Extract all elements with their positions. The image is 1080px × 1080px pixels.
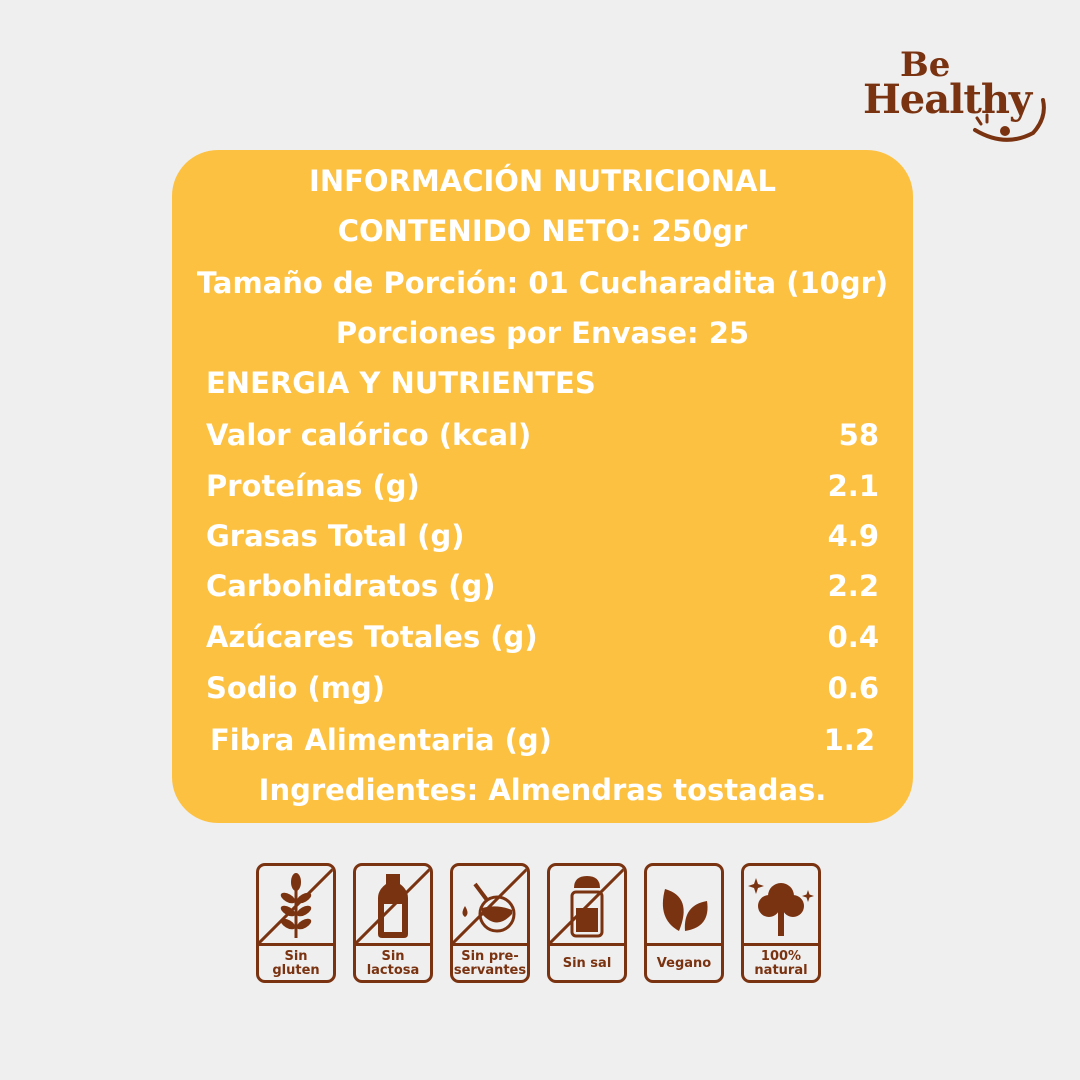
badge-caption: Sin lactosa xyxy=(366,948,420,978)
badge-sin-lactosa: Sin lactosa xyxy=(353,863,433,983)
badge-divider xyxy=(453,943,527,946)
nutrition-facts-card: INFORMACIÓN NUTRICIONAL CONTENIDO NETO: … xyxy=(172,150,913,823)
leaves-icon xyxy=(662,889,708,931)
servings-per-container: Porciones por Envase: 25 xyxy=(335,316,750,350)
chemical-flask-icon xyxy=(453,867,527,943)
badge-sin-preservantes: Sin pre-servantes xyxy=(450,863,530,983)
nutrient-value: 1.2 xyxy=(823,723,875,757)
nutrient-label: Azúcares Totales (g) xyxy=(206,620,538,654)
badge-100-natural: 100% natural xyxy=(741,863,821,983)
badge-caption: Sin sal xyxy=(562,955,612,971)
badge-caption: 100% natural xyxy=(754,948,808,978)
brand-logo: Be Healthy xyxy=(855,48,1055,148)
nutrient-label: Grasas Total (g) xyxy=(206,519,465,553)
badge-divider xyxy=(259,943,333,946)
badge-caption: Vegano xyxy=(656,955,712,971)
badge-divider xyxy=(356,943,430,946)
nutrient-label: Carbohidratos (g) xyxy=(206,569,496,603)
badge-divider xyxy=(744,943,818,946)
nutrient-label: Proteínas (g) xyxy=(206,469,420,503)
badge-caption: Sin gluten xyxy=(272,948,320,978)
salt-shaker-icon xyxy=(550,867,624,943)
nutrient-label: Sodio (mg) xyxy=(206,671,386,705)
milk-bottle-icon xyxy=(356,867,430,943)
nutrient-value: 0.6 xyxy=(827,671,879,705)
nutrient-value: 2.2 xyxy=(827,569,879,603)
nutrient-value: 0.4 xyxy=(827,620,879,654)
label-title: INFORMACIÓN NUTRICIONAL xyxy=(309,164,776,198)
logo-healthy: Healthy xyxy=(863,76,1032,123)
badge-sin-gluten: Sin gluten xyxy=(256,863,336,983)
nutrient-label: Valor calórico (kcal) xyxy=(206,418,532,452)
logo-swoosh-icon xyxy=(973,98,1046,142)
nutrient-label: Fibra Alimentaria (g) xyxy=(210,723,552,757)
badge-sin-sal: Sin sal xyxy=(547,863,627,983)
nutrient-value: 4.9 xyxy=(827,519,879,553)
serving-size: Tamaño de Porción: 01 Cucharadita (10gr) xyxy=(196,266,889,300)
badge-divider xyxy=(550,943,624,946)
nutrient-value: 2.1 xyxy=(827,469,879,503)
tree-icon xyxy=(748,878,814,936)
nutrient-value: 58 xyxy=(838,418,879,452)
badge-caption: Sin pre-servantes xyxy=(453,948,527,978)
wheat-icon xyxy=(259,867,333,943)
logo-be: Be xyxy=(900,45,951,85)
net-content: CONTENIDO NETO: 250gr xyxy=(337,214,748,248)
ingredients: Ingredientes: Almendras tostadas. xyxy=(258,773,827,807)
section-header-text: ENERGIA Y NUTRIENTES xyxy=(206,366,596,400)
badge-vegano: Vegano xyxy=(644,863,724,983)
badge-divider xyxy=(647,943,721,946)
